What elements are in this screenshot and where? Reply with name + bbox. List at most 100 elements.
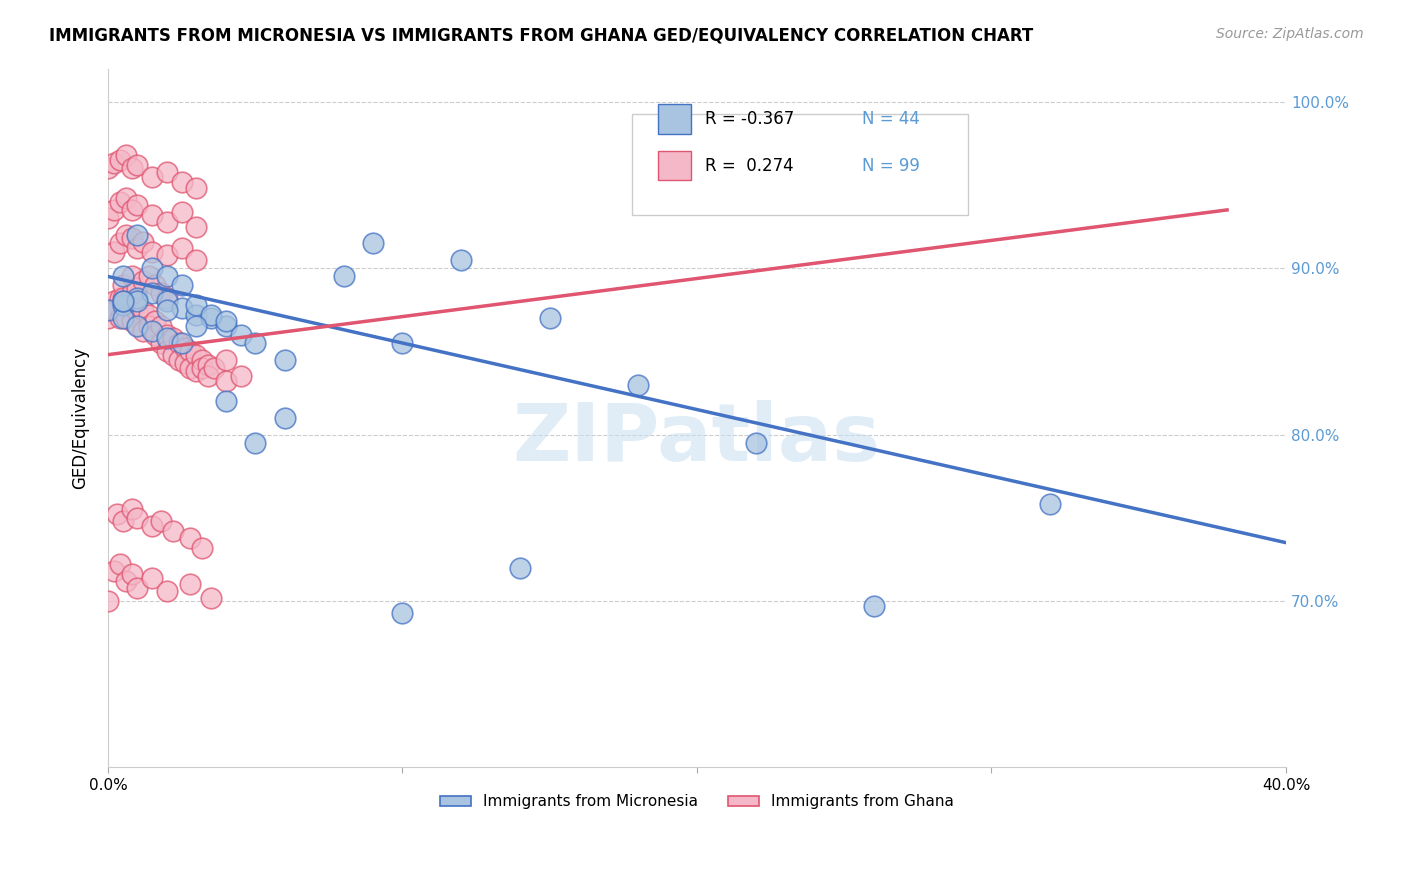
Point xyxy=(361,236,384,251)
Point xyxy=(121,301,143,315)
Point xyxy=(111,291,134,305)
Point xyxy=(138,308,160,322)
Point xyxy=(170,241,193,255)
Point xyxy=(127,198,149,212)
Point xyxy=(245,336,267,351)
Point xyxy=(108,311,131,326)
Point xyxy=(121,314,143,328)
Text: R =  0.274: R = 0.274 xyxy=(706,157,794,175)
Point xyxy=(121,286,143,301)
Point xyxy=(141,519,163,533)
Point xyxy=(1039,497,1062,511)
Point xyxy=(111,277,134,292)
Bar xyxy=(658,151,692,180)
Point xyxy=(162,348,184,362)
Point xyxy=(186,319,208,334)
Point xyxy=(162,524,184,538)
Point xyxy=(141,169,163,184)
Point xyxy=(114,298,136,312)
Point xyxy=(200,591,222,605)
Point xyxy=(114,227,136,242)
Point xyxy=(97,302,120,317)
Point xyxy=(108,236,131,251)
Text: N = 44: N = 44 xyxy=(862,110,920,128)
Point xyxy=(509,560,531,574)
Point xyxy=(105,508,128,522)
Point xyxy=(156,583,179,598)
Point xyxy=(150,286,173,301)
Point xyxy=(141,324,163,338)
Point xyxy=(156,269,179,284)
FancyBboxPatch shape xyxy=(633,114,967,215)
Point xyxy=(121,567,143,582)
Point xyxy=(127,291,149,305)
Point xyxy=(141,571,163,585)
Point xyxy=(121,202,143,217)
Text: Source: ZipAtlas.com: Source: ZipAtlas.com xyxy=(1216,27,1364,41)
Point xyxy=(191,541,214,555)
Point xyxy=(103,244,125,259)
Point xyxy=(127,318,149,332)
Point xyxy=(179,361,201,376)
Point xyxy=(127,510,149,524)
Point xyxy=(167,352,190,367)
Point xyxy=(202,361,225,376)
Point xyxy=(114,191,136,205)
Text: IMMIGRANTS FROM MICRONESIA VS IMMIGRANTS FROM GHANA GED/EQUIVALENCY CORRELATION : IMMIGRANTS FROM MICRONESIA VS IMMIGRANTS… xyxy=(49,27,1033,45)
Point xyxy=(138,269,160,284)
Point xyxy=(132,275,155,289)
Point xyxy=(103,156,125,170)
Point xyxy=(141,261,163,276)
Point xyxy=(111,514,134,528)
Point xyxy=(127,581,149,595)
Point xyxy=(332,269,354,284)
Point xyxy=(127,241,149,255)
Point xyxy=(170,277,193,292)
Point xyxy=(121,502,143,516)
Point xyxy=(103,202,125,217)
Point xyxy=(114,311,136,326)
Point xyxy=(273,352,295,367)
Point xyxy=(111,269,134,284)
Point xyxy=(138,319,160,334)
Point xyxy=(229,369,252,384)
Point xyxy=(114,148,136,162)
Point xyxy=(179,531,201,545)
Point xyxy=(197,358,219,372)
Point xyxy=(215,394,238,409)
Point xyxy=(127,227,149,242)
Point xyxy=(132,302,155,317)
Point xyxy=(215,314,238,328)
Point xyxy=(103,302,125,317)
Point xyxy=(127,281,149,295)
Point xyxy=(186,219,208,234)
Point xyxy=(245,435,267,450)
Point xyxy=(132,324,155,338)
Point xyxy=(538,311,561,326)
Point xyxy=(103,294,125,309)
Point xyxy=(150,319,173,334)
Point xyxy=(97,161,120,176)
Point xyxy=(170,204,193,219)
Point xyxy=(111,298,134,312)
Point xyxy=(215,319,238,334)
Point xyxy=(143,277,166,292)
Point xyxy=(143,314,166,328)
Point xyxy=(111,294,134,309)
Point xyxy=(215,352,238,367)
Point xyxy=(156,302,179,317)
Point xyxy=(111,294,134,309)
Point xyxy=(391,606,413,620)
Point xyxy=(156,294,179,309)
Point xyxy=(627,377,650,392)
Point xyxy=(108,558,131,572)
Point xyxy=(150,336,173,351)
Point xyxy=(273,410,295,425)
Point xyxy=(108,194,131,209)
Point xyxy=(127,294,149,309)
Point xyxy=(197,369,219,384)
Point xyxy=(170,175,193,189)
Point xyxy=(173,356,195,370)
Point xyxy=(170,301,193,315)
Point xyxy=(121,231,143,245)
